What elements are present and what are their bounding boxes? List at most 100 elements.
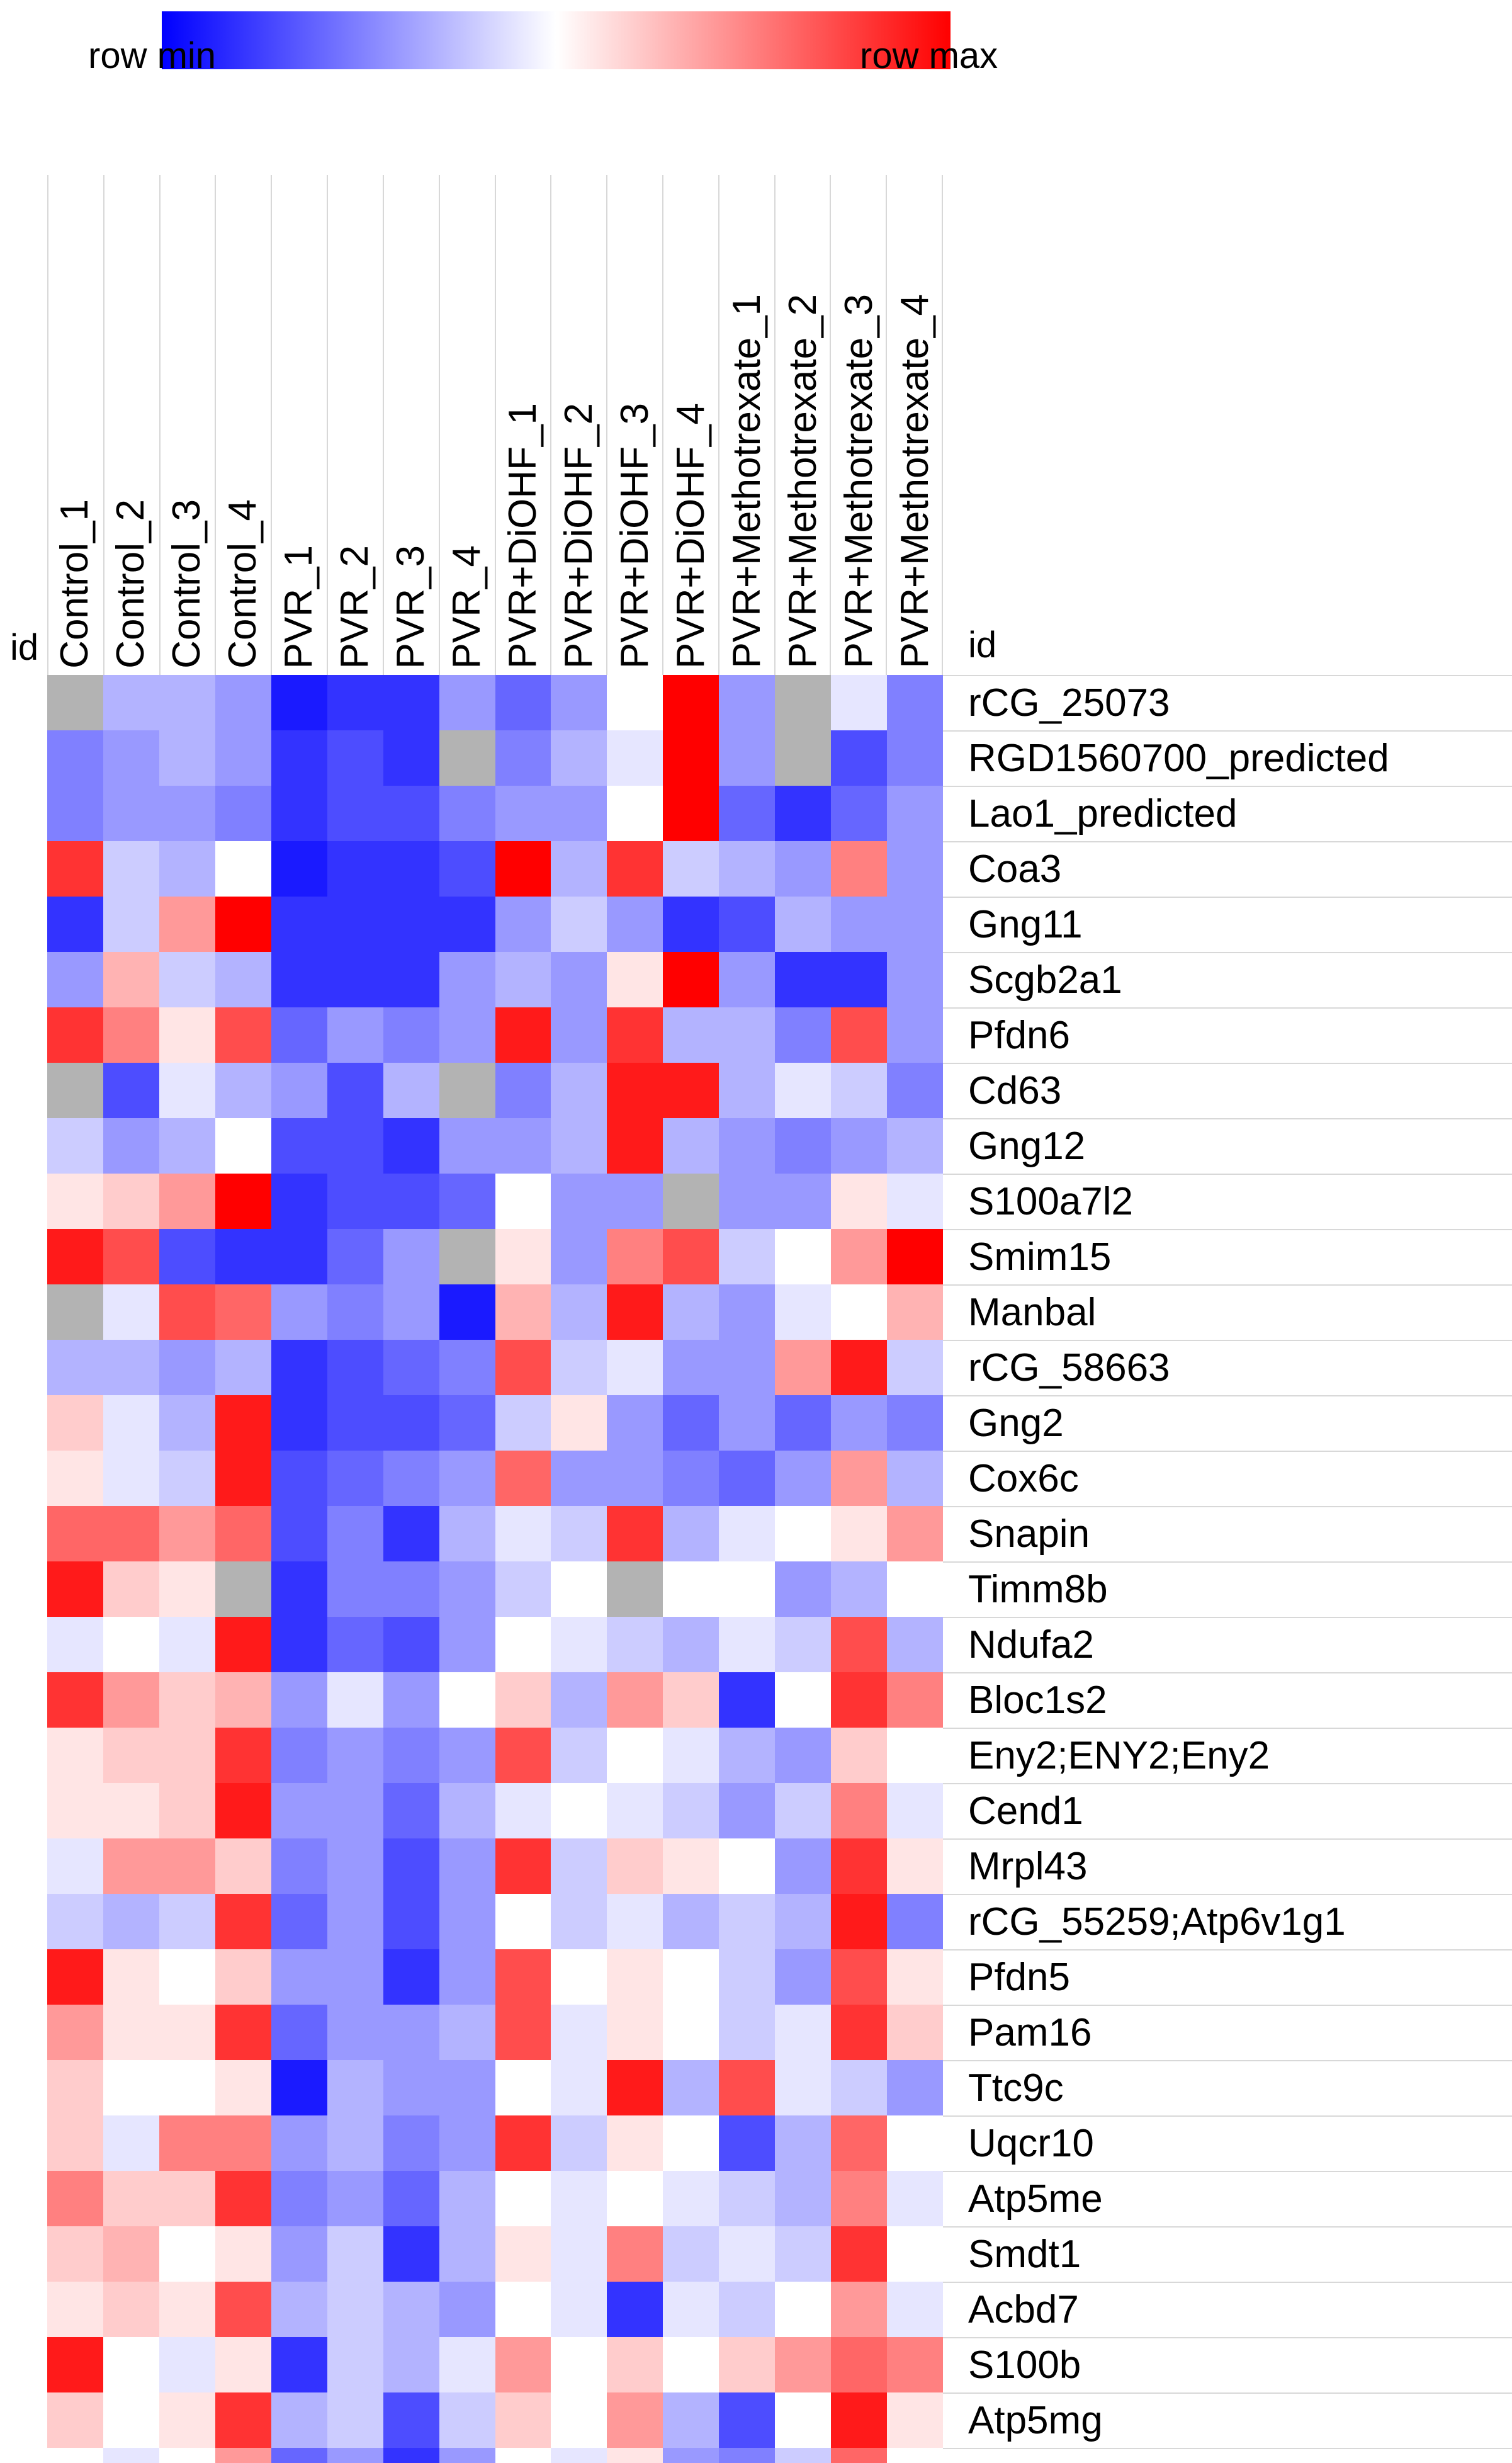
heatmap-cell	[551, 2226, 607, 2282]
heatmap-cell	[719, 1007, 776, 1063]
heatmap-cell	[383, 1007, 439, 1063]
heatmap-cell	[159, 730, 215, 786]
heatmap-cell	[47, 1340, 103, 1395]
heatmap-cell	[887, 952, 943, 1007]
heatmap-cell	[663, 730, 719, 786]
heatmap-cell	[271, 952, 327, 1007]
heatmap-cell	[607, 1063, 663, 1118]
heatmap-cell	[383, 1506, 439, 1561]
heatmap-cell	[887, 897, 943, 952]
heatmap-cell	[271, 1672, 327, 1728]
heatmap-cell	[271, 1561, 327, 1617]
heatmap-cell	[215, 1672, 271, 1728]
heatmap-cell	[47, 1229, 103, 1284]
heatmap-cell	[663, 1783, 719, 1838]
legend-row-max-label: row max	[860, 35, 998, 76]
heatmap-cell	[103, 2060, 159, 2115]
heatmap-cell	[271, 2060, 327, 2115]
heatmap-cell	[383, 2226, 439, 2282]
heatmap-cell	[887, 1949, 943, 2005]
heatmap-cell	[383, 952, 439, 1007]
heatmap-cell	[775, 1229, 832, 1284]
heatmap-cell	[159, 897, 215, 952]
heatmap-cell	[607, 1617, 663, 1672]
heatmap-cell	[663, 1229, 719, 1284]
heatmap-cell	[887, 1229, 943, 1284]
heatmap-cell	[551, 1617, 607, 1672]
column-label-text: PVR+DiOHF_2	[556, 402, 601, 669]
heatmap-cell	[831, 2005, 888, 2060]
row-label: rCG_25073	[943, 676, 1512, 732]
heatmap-cell	[551, 952, 607, 1007]
heatmap-cell	[159, 1284, 215, 1340]
heatmap-cell	[719, 1284, 776, 1340]
row-label: Gng2	[943, 1396, 1512, 1452]
row-label: Uqcr10	[943, 2117, 1512, 2172]
heatmap-cell	[551, 897, 607, 952]
heatmap-cell	[887, 2282, 943, 2337]
column-label-text: PVR+Methotrexate_4	[893, 294, 937, 669]
heatmap-cell	[439, 1617, 495, 1672]
heatmap-cell	[159, 1118, 215, 1174]
heatmap-cell	[383, 1063, 439, 1118]
heatmap-cell	[47, 1561, 103, 1617]
heatmap-cell	[271, 1728, 327, 1783]
heatmap-cell	[775, 1063, 832, 1118]
heatmap-cell	[663, 1894, 719, 1949]
heatmap-cell	[271, 2337, 327, 2392]
heatmap-cell	[47, 1894, 103, 1949]
column-label: Control_3	[159, 77, 215, 675]
heatmap-cell	[551, 1451, 607, 1506]
heatmap-cell-partial	[831, 2448, 888, 2463]
heatmap-cell	[271, 1783, 327, 1838]
heatmap-cell	[47, 2282, 103, 2337]
heatmap-cell	[887, 1838, 943, 1894]
heatmap-cell	[271, 1506, 327, 1561]
heatmap-cell	[383, 841, 439, 897]
heatmap-cell-partial	[719, 2448, 776, 2463]
heatmap-cell-partial	[439, 2448, 495, 2463]
heatmap-cell	[663, 2005, 719, 2060]
heatmap-cell	[215, 1617, 271, 1672]
heatmap-cell	[439, 786, 495, 841]
row-label: Mrpl43	[943, 1840, 1512, 1895]
heatmap-cell	[103, 1229, 159, 1284]
heatmap-cell	[215, 2337, 271, 2392]
heatmap-cell	[103, 1007, 159, 1063]
heatmap-cell	[607, 1451, 663, 1506]
heatmap-cell	[215, 1118, 271, 1174]
heatmap-cell	[215, 2115, 271, 2171]
heatmap-cell	[607, 786, 663, 841]
heatmap-cell	[831, 1451, 888, 1506]
heatmap-cell	[831, 1284, 888, 1340]
heatmap-cell	[495, 1561, 551, 1617]
row-label: Snapin	[943, 1507, 1512, 1563]
row-label: Cox6c	[943, 1452, 1512, 1507]
heatmap-cell	[383, 1838, 439, 1894]
heatmap-cell	[383, 730, 439, 786]
heatmap-cell	[215, 1340, 271, 1395]
heatmap-cell	[663, 897, 719, 952]
heatmap-cell	[551, 1007, 607, 1063]
heatmap-cell	[271, 1617, 327, 1672]
heatmap-cell	[663, 1506, 719, 1561]
heatmap-cell	[607, 2282, 663, 2337]
heatmap-cell	[495, 2115, 551, 2171]
heatmap-cell	[159, 2282, 215, 2337]
heatmap-cell	[551, 1395, 607, 1451]
heatmap-cell	[327, 1340, 383, 1395]
heatmap-cell	[47, 2115, 103, 2171]
heatmap-cell	[327, 841, 383, 897]
heatmap-cell	[271, 1007, 327, 1063]
heatmap-cell	[47, 675, 103, 730]
heatmap-cell	[439, 1561, 495, 1617]
row-label: Timm8b	[943, 1563, 1512, 1618]
heatmap-cell	[103, 1561, 159, 1617]
heatmap-cell	[887, 1063, 943, 1118]
heatmap-cell	[551, 1174, 607, 1229]
column-gridline	[551, 175, 608, 675]
heatmap-cell	[215, 1174, 271, 1229]
heatmap-cell	[215, 952, 271, 1007]
heatmap-cell	[47, 1728, 103, 1783]
heatmap-cell	[439, 2060, 495, 2115]
